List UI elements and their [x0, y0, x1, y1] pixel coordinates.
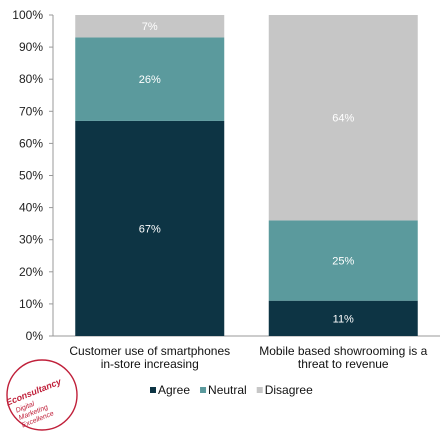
y-tick-label: 0% [26, 329, 44, 343]
data-label: 26% [139, 74, 161, 86]
y-tick-label: 20% [19, 265, 43, 279]
legend-swatch-disagree [256, 387, 263, 393]
data-label: 11% [333, 313, 354, 325]
bar-neutral-1 [75, 37, 225, 121]
category-label: Mobile based showrooming is a [259, 344, 427, 358]
logo-brand: Econsultancy [5, 376, 64, 408]
data-label: 64% [332, 113, 354, 125]
y-tick-label: 90% [19, 40, 43, 54]
y-tick-label: 30% [19, 233, 43, 247]
bar-agree-2 [268, 300, 418, 336]
logo-ring [6, 359, 78, 431]
legend-label-disagree: Disagree [265, 383, 313, 397]
y-axis: 0% 10% 20% 30% 40% 50% 60% 70% 80% 90% 100% [12, 8, 440, 343]
legend-label-neutral: Neutral [208, 383, 247, 397]
bar-neutral-2 [268, 220, 418, 301]
y-tick-label: 100% [12, 8, 43, 22]
bars-layer: 67% 26% 7% 11% 25% 64% [75, 15, 418, 337]
y-tick-label: 70% [19, 104, 43, 118]
category-label: threat to revenue [298, 357, 389, 371]
y-tick-label: 40% [19, 201, 43, 215]
bar-disagree-1 [75, 15, 225, 38]
category-label: Customer use of smartphones [69, 344, 230, 358]
y-tick-label: 10% [19, 297, 43, 311]
data-label: 7% [142, 21, 158, 33]
bar-agree-1 [75, 120, 225, 337]
data-label: 67% [139, 223, 161, 235]
bar-disagree-2 [268, 15, 418, 221]
category-label: in-store increasing [101, 357, 199, 371]
y-tick-label: 60% [19, 136, 43, 150]
legend-swatch-agree [150, 387, 156, 393]
y-tick-label: 80% [19, 72, 43, 86]
legend: Agree Neutral Disagree [150, 383, 313, 397]
econsultancy-logo: Econsultancy Digital Marketing Excellenc… [5, 359, 78, 431]
data-label: 25% [332, 256, 354, 268]
legend-label-agree: Agree [158, 383, 190, 397]
y-tick-label: 50% [19, 169, 43, 183]
legend-swatch-neutral [200, 387, 207, 393]
